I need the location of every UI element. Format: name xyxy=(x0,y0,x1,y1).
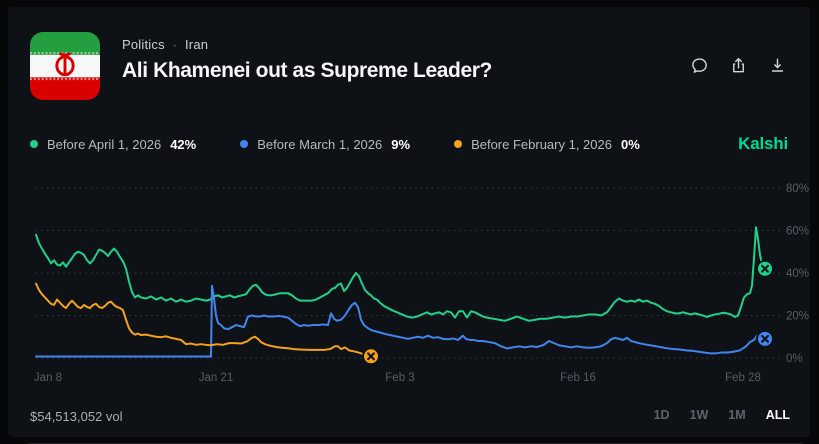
comment-icon xyxy=(691,57,707,73)
share-icon xyxy=(732,57,744,72)
chart-legend: Before April 1, 2026 42% Before March 1,… xyxy=(30,133,788,155)
x-axis-label: Feb 3 xyxy=(385,372,414,384)
y-axis-label: 20% xyxy=(786,311,809,323)
series-line xyxy=(35,226,765,322)
legend-item-march[interactable]: Before March 1, 2026 9% xyxy=(240,137,410,152)
price-chart[interactable]: 0% 20% 40% 60% 80% Jan 8 Jan 21 Feb 3 Feb 16 Feb … xyxy=(8,167,819,402)
legend-item-april[interactable]: Before April 1, 2026 42% xyxy=(30,137,196,152)
legend-item-february[interactable]: Before February 1, 2026 0% xyxy=(454,137,640,152)
iran-flag-icon xyxy=(30,32,100,100)
y-axis-label: 60% xyxy=(786,226,809,238)
legend-label: Before April 1, 2026 xyxy=(47,136,162,152)
legend-value: 9% xyxy=(391,136,411,152)
x-axis-label: Jan 8 xyxy=(34,372,62,384)
chart-svg[interactable]: 0% 20% 40% 60% 80% Jan 8 Jan 21 Feb 3 Feb 16 Feb … xyxy=(8,167,819,402)
range-button-1d[interactable]: 1D xyxy=(653,408,670,422)
legend-dot-february xyxy=(454,140,463,148)
breadcrumb-separator: · xyxy=(172,37,177,52)
page-title: Ali Khamenei out as Supreme Leader? xyxy=(122,59,492,82)
legend-value: 42% xyxy=(170,136,197,152)
market-card: Politics · Iran Ali Khamenei out as Supr… xyxy=(8,7,810,444)
breadcrumb: Politics · Iran xyxy=(122,37,208,52)
legend-dot-march xyxy=(240,140,249,148)
share-button[interactable] xyxy=(727,54,749,76)
download-button[interactable] xyxy=(766,54,788,76)
x-axis-label: Feb 16 xyxy=(560,372,596,384)
volume-label: $54,513,052 vol xyxy=(30,409,123,424)
legend-dot-april xyxy=(30,140,38,148)
x-circle-marker xyxy=(362,347,380,366)
range-button-1m[interactable]: 1M xyxy=(728,408,746,422)
x-circle-marker xyxy=(756,259,774,278)
legend-label: Before February 1, 2026 xyxy=(471,136,612,152)
x-axis-label: Jan 21 xyxy=(199,372,234,384)
y-axis-label: 80% xyxy=(786,183,809,195)
legend-label: Before March 1, 2026 xyxy=(257,136,383,152)
range-button-1w[interactable]: 1W xyxy=(689,408,709,422)
download-icon xyxy=(771,58,783,72)
range-button-all[interactable]: ALL xyxy=(765,408,790,422)
breadcrumb-category[interactable]: Politics xyxy=(122,37,165,52)
y-axis-label: 0% xyxy=(786,353,803,365)
header-actions xyxy=(688,54,788,76)
time-range-selector: 1D 1W 1M ALL xyxy=(654,408,790,422)
kalshi-logo: Kalshi xyxy=(738,134,788,153)
comment-button[interactable] xyxy=(688,54,710,76)
legend-value: 0% xyxy=(620,136,640,152)
series-line xyxy=(35,282,372,358)
breadcrumb-region[interactable]: Iran xyxy=(184,37,209,52)
series-line xyxy=(35,284,764,358)
x-axis-label: Feb 28 xyxy=(725,372,761,384)
x-circle-marker xyxy=(756,329,774,348)
y-axis-label: 40% xyxy=(786,268,809,280)
